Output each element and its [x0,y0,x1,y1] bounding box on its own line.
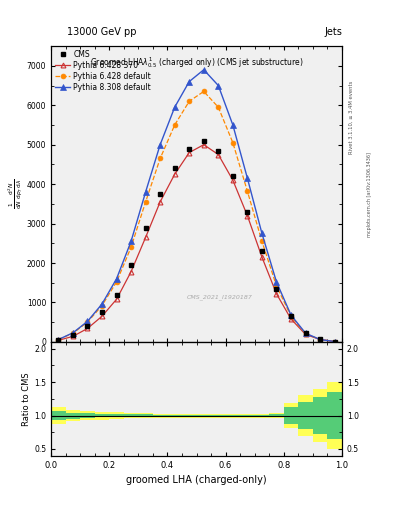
Pythia 8.308 default [202,67,206,73]
Pythia 6.428 370 [71,333,75,339]
Pythia 6.428 default [173,122,177,128]
Pythia 6.428 default [216,104,221,110]
Pythia 6.428 default [245,188,250,194]
CMS [71,332,75,338]
Line: Pythia 6.428 default: Pythia 6.428 default [56,89,337,344]
Pythia 6.428 default [71,330,75,336]
Pythia 8.308 default [289,312,294,318]
Pythia 8.308 default [274,279,279,285]
Pythia 6.428 default [202,89,206,95]
Pythia 6.428 370 [245,212,250,219]
Y-axis label: Ratio to CMS: Ratio to CMS [22,372,31,425]
Pythia 6.428 default [274,283,279,289]
Pythia 6.428 370 [274,291,279,297]
Pythia 6.428 370 [173,171,177,177]
Pythia 6.428 default [129,244,134,250]
Pythia 6.428 370 [114,296,119,303]
Pythia 6.428 default [114,279,119,285]
Pythia 6.428 370 [260,254,264,260]
CMS [187,145,192,152]
CMS [245,209,250,215]
Line: Pythia 8.308 default: Pythia 8.308 default [55,67,338,344]
Pythia 8.308 default [318,336,323,343]
Pythia 6.428 default [303,331,308,337]
Pythia 6.428 default [85,319,90,325]
CMS [56,337,61,343]
Pythia 8.308 default [100,301,105,307]
Pythia 8.308 default [187,78,192,84]
Pythia 6.428 370 [318,336,323,343]
Pythia 6.428 default [260,238,264,244]
Pythia 6.428 370 [303,331,308,337]
Pythia 6.428 370 [332,338,337,345]
Pythia 6.428 default [158,156,163,162]
Pythia 6.428 370 [158,199,163,205]
Pythia 6.428 default [187,98,192,104]
Pythia 8.308 default [56,336,61,343]
Pythia 6.428 370 [231,177,235,183]
Pythia 6.428 370 [289,316,294,322]
Pythia 6.428 default [100,303,105,309]
Pythia 6.428 370 [85,326,90,332]
Text: Jets: Jets [324,27,342,37]
CMS [260,248,264,254]
CMS [114,291,119,297]
Line: CMS: CMS [56,139,337,344]
CMS [100,309,105,315]
Text: 13000 GeV pp: 13000 GeV pp [67,27,136,37]
CMS [216,147,221,154]
Pythia 8.308 default [303,330,308,336]
Pythia 6.428 370 [202,142,206,148]
Pythia 6.428 370 [143,234,148,241]
Pythia 8.308 default [71,330,75,336]
Pythia 8.308 default [332,338,337,345]
Pythia 8.308 default [158,142,163,148]
CMS [143,224,148,230]
Text: Rivet 3.1.10, ≥ 3.4M events: Rivet 3.1.10, ≥ 3.4M events [349,81,354,155]
Pythia 6.428 default [332,338,337,345]
Pythia 6.428 370 [129,269,134,275]
Line: Pythia 6.428 370: Pythia 6.428 370 [56,142,337,344]
Pythia 6.428 default [231,140,235,146]
CMS [129,262,134,268]
Pythia 6.428 370 [216,152,221,158]
CMS [289,313,294,319]
CMS [332,338,337,345]
Pythia 8.308 default [85,318,90,325]
CMS [202,138,206,144]
Pythia 6.428 default [143,199,148,205]
Pythia 6.428 default [318,336,323,343]
Text: Groomed LHA$\lambda^1_{0.5}$ (charged only) (CMS jet substructure): Groomed LHA$\lambda^1_{0.5}$ (charged on… [90,55,303,70]
Pythia 6.428 370 [56,337,61,344]
Legend: CMS, Pythia 6.428 370, Pythia 6.428 default, Pythia 8.308 default: CMS, Pythia 6.428 370, Pythia 6.428 defa… [53,48,152,93]
Pythia 8.308 default [245,175,250,181]
CMS [85,323,90,329]
CMS [303,330,308,336]
Text: CMS_2021_I1920187: CMS_2021_I1920187 [187,295,253,301]
Text: mcplots.cern.ch [arXiv:1306.3436]: mcplots.cern.ch [arXiv:1306.3436] [367,152,372,237]
Pythia 8.308 default [173,104,177,110]
Pythia 8.308 default [260,230,264,237]
Pythia 6.428 default [56,336,61,343]
CMS [274,286,279,292]
CMS [231,173,235,179]
Pythia 8.308 default [231,122,235,128]
Pythia 8.308 default [143,189,148,195]
CMS [158,191,163,197]
CMS [318,336,323,342]
CMS [173,165,177,172]
Pythia 8.308 default [129,238,134,244]
Pythia 6.428 370 [187,150,192,156]
X-axis label: groomed LHA (charged-only): groomed LHA (charged-only) [126,475,267,485]
Pythia 8.308 default [216,82,221,89]
Pythia 6.428 370 [100,313,105,319]
Y-axis label: $\frac{1}{\mathrm{d}N}\,\frac{\mathrm{d}^2N}{\mathrm{d}p_T\,\mathrm{d}\lambda}$: $\frac{1}{\mathrm{d}N}\,\frac{\mathrm{d}… [7,179,25,209]
Pythia 8.308 default [114,276,119,282]
Pythia 6.428 default [289,313,294,319]
